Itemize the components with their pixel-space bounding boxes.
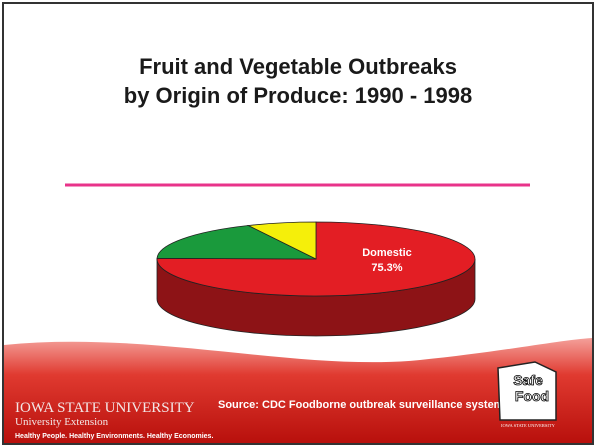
logo: Safe Food IOWA STATE UNIVERSITY [497,361,557,428]
value-label: 75.3% [371,262,402,274]
chart-title: Fruit and Vegetable Outbreaks [139,54,457,79]
slice-label: Domestic [362,247,412,259]
tagline: Healthy People. Healthy Environments. He… [15,433,213,440]
pie-chart: Domestic 75.3% [156,221,476,337]
university-name: IOWA STATE UNIVERSITY [15,400,195,416]
unit-name: University Extension [15,416,109,428]
chart-title: by Origin of Produce: 1990 - 1998 [124,83,472,108]
footer-band [4,338,592,443]
pie-slice [156,225,317,260]
logo-university: IOWA STATE UNIVERSITY [501,423,556,428]
logo-shape [497,361,557,421]
logo-text: Food [515,388,549,404]
source-note: Source: CDC Foodborne outbreak surveilla… [218,399,504,411]
logo-text: Safe [513,372,543,388]
pie-slice [246,221,317,260]
